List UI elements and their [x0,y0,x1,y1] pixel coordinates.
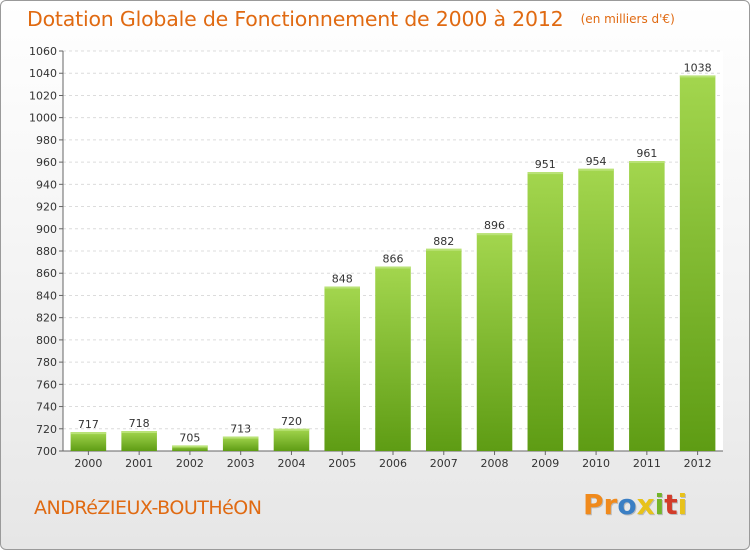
data-label: 866 [383,253,404,266]
logo-letter: P [583,488,604,521]
data-label: 713 [230,423,251,436]
data-label: 720 [281,415,302,428]
y-tick-label: 980 [36,134,57,147]
bar [527,172,564,451]
y-tick-label: 940 [36,178,57,191]
y-tick-label: 700 [36,445,57,458]
y-tick-label: 1040 [29,67,57,80]
x-tick-label: 2006 [379,457,407,470]
y-tick-label: 1020 [29,89,57,102]
x-tick-label: 2005 [328,457,356,470]
bar [629,161,665,451]
bar-highlight [679,75,716,78]
bar [70,432,107,451]
y-tick-label: 720 [36,423,57,436]
bar [375,266,411,451]
x-tick-label: 2003 [227,457,255,470]
bar-highlight [273,428,310,431]
logo-letter: o [617,488,637,521]
data-label: 896 [484,219,505,232]
logo-letter: r [603,488,618,521]
x-tick-label: 2004 [277,457,305,470]
bar [476,233,513,451]
y-tick-label: 740 [36,401,57,414]
x-tick-label: 2000 [74,457,102,470]
bar-highlight [629,161,665,163]
chart-title-row: Dotation Globale de Fonctionnement de 20… [27,7,675,31]
data-label: 717 [78,418,99,431]
bar-highlight [324,286,360,289]
y-tick-label: 820 [36,312,57,325]
logo-letter: t [664,488,678,521]
logo-letter: x [636,488,655,521]
data-label: 718 [129,417,150,430]
bar-highlight [172,445,208,448]
bar-highlight [527,172,564,175]
bar-highlight [222,436,259,439]
chart-title: Dotation Globale de Fonctionnement de 20… [27,7,564,31]
x-tick-label: 2012 [684,457,712,470]
y-tick-label: 800 [36,334,57,347]
bar [426,248,462,451]
data-label: 961 [636,147,657,160]
x-tick-label: 2011 [633,457,661,470]
data-label: 705 [179,431,200,444]
bar [222,436,259,451]
bar-highlight [70,432,107,435]
x-tick-label: 2010 [582,457,610,470]
x-tick-label: 2007 [430,457,458,470]
y-tick-label: 880 [36,245,57,258]
bar [172,445,208,451]
y-tick-label: 1000 [29,112,57,125]
bar [578,168,614,451]
bar [324,286,360,451]
data-label: 882 [433,235,454,248]
unit-note: (en milliers d'€) [580,12,675,26]
bar-highlight [121,431,157,433]
bar-highlight [426,248,462,251]
bar [679,75,716,451]
commune-name: ANDRéZIEUX-BOUTHéON [34,497,262,519]
bar-highlight [476,233,513,236]
logo-letter: i [654,488,665,521]
x-tick-label: 2008 [481,457,509,470]
bar [121,431,157,451]
y-tick-label: 860 [36,267,57,280]
data-label: 951 [535,158,556,171]
y-tick-label: 960 [36,156,57,169]
logo-letter: i [677,488,688,521]
bar-highlight [578,168,614,171]
x-tick-label: 2009 [531,457,559,470]
y-tick-label: 920 [36,201,57,214]
data-label: 1038 [684,61,712,74]
proxiti-logo: Proxiti [583,488,687,521]
x-tick-label: 2001 [125,457,153,470]
bar [273,428,310,451]
y-tick-label: 760 [36,378,57,391]
bar-highlight [375,266,411,269]
y-tick-label: 900 [36,223,57,236]
data-label: 848 [332,273,353,286]
data-label: 954 [586,155,607,168]
x-tick-label: 2002 [176,457,204,470]
y-tick-label: 1060 [29,45,57,58]
y-tick-label: 780 [36,356,57,369]
y-tick-label: 840 [36,289,57,302]
